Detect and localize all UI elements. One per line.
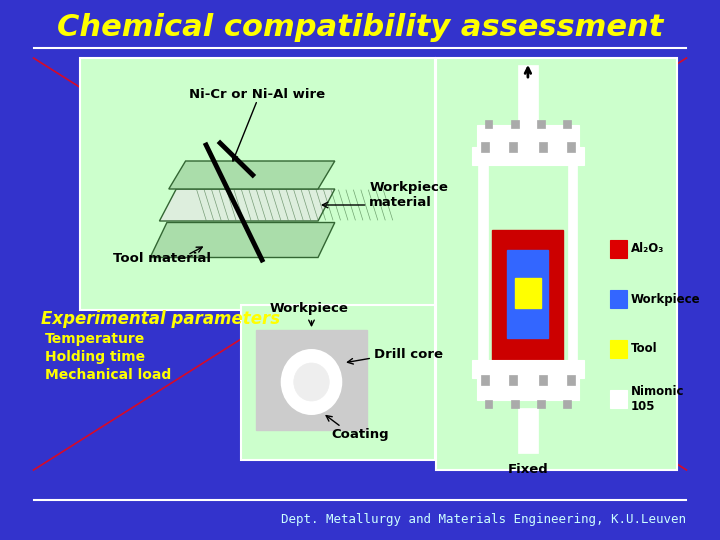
Text: Fixed: Fixed <box>508 463 549 476</box>
Text: Drill core: Drill core <box>374 348 443 361</box>
Text: Tool material: Tool material <box>113 252 211 265</box>
Bar <box>492 230 563 360</box>
Bar <box>509 375 517 385</box>
Polygon shape <box>168 161 335 189</box>
Bar <box>539 375 546 385</box>
Ellipse shape <box>294 363 329 401</box>
Bar <box>563 120 571 128</box>
Bar <box>80 58 435 310</box>
Text: Temperature: Temperature <box>45 332 145 346</box>
Bar <box>518 408 538 453</box>
Bar <box>485 400 492 408</box>
Polygon shape <box>159 189 335 221</box>
Text: Workpiece: Workpiece <box>631 293 700 306</box>
Bar <box>511 400 518 408</box>
Polygon shape <box>150 222 335 258</box>
Bar <box>518 65 538 125</box>
Bar <box>537 120 545 128</box>
Text: Workpiece
material: Workpiece material <box>369 181 449 209</box>
Text: Nimonic
105: Nimonic 105 <box>631 385 684 413</box>
Bar <box>509 142 517 152</box>
Text: Holding time: Holding time <box>45 350 145 364</box>
Bar <box>436 58 677 470</box>
Text: Coating: Coating <box>331 428 389 441</box>
Bar <box>610 290 627 308</box>
Bar <box>481 142 489 152</box>
Bar <box>490 228 565 362</box>
Bar <box>567 375 575 385</box>
Text: Ni-Cr or Ni-Al wire: Ni-Cr or Ni-Al wire <box>189 88 325 101</box>
Text: Tool: Tool <box>631 342 657 355</box>
Bar <box>511 120 518 128</box>
Bar <box>539 142 546 152</box>
Bar <box>537 400 545 408</box>
Bar <box>610 240 627 258</box>
Ellipse shape <box>287 356 336 408</box>
Text: Dept. Metallurgy and Materials Engineering, K.U.Leuven: Dept. Metallurgy and Materials Engineeri… <box>282 514 686 526</box>
Text: Chemical compatibility assessment: Chemical compatibility assessment <box>57 14 663 43</box>
Text: Al₂O₃: Al₂O₃ <box>631 242 664 255</box>
Bar <box>508 250 549 338</box>
Bar <box>610 340 627 358</box>
Text: Experimental parameters: Experimental parameters <box>41 310 280 328</box>
Bar <box>240 305 435 460</box>
Bar <box>479 147 487 377</box>
Bar <box>568 147 577 377</box>
Ellipse shape <box>281 349 342 415</box>
Bar <box>563 400 571 408</box>
Bar <box>481 375 489 385</box>
Bar <box>515 278 541 308</box>
Bar <box>472 360 584 378</box>
Bar <box>477 125 579 147</box>
Bar <box>477 378 579 400</box>
Bar <box>610 390 627 408</box>
Bar <box>256 330 367 430</box>
Bar <box>472 147 584 165</box>
Bar <box>567 142 575 152</box>
Text: Workpiece: Workpiece <box>269 302 348 315</box>
Text: Mechanical load: Mechanical load <box>45 368 171 382</box>
Bar <box>485 120 492 128</box>
